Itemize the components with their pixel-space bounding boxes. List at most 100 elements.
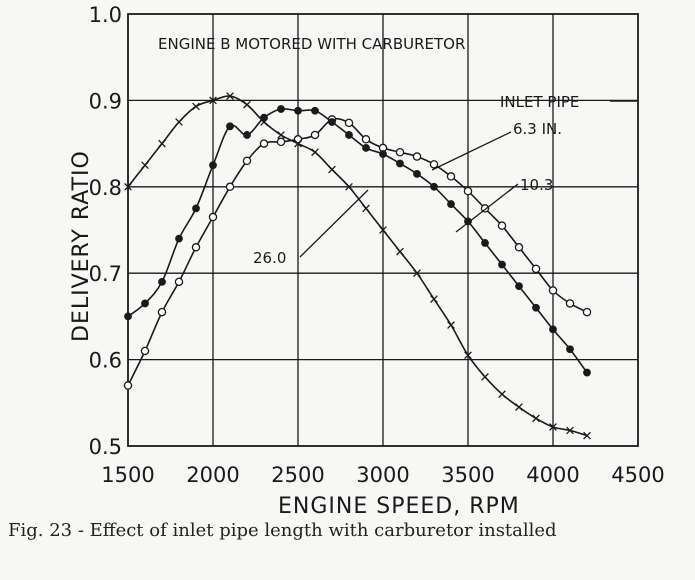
data-point — [532, 414, 540, 423]
data-point — [124, 312, 132, 321]
series-line — [127, 107, 588, 374]
y-tick-label: 0.6 — [89, 349, 122, 373]
data-point — [549, 325, 557, 334]
data-point — [379, 226, 387, 234]
x-tick-label: 2500 — [271, 463, 324, 487]
data-point — [328, 165, 336, 174]
series-26-0 — [124, 92, 591, 440]
data-point — [361, 135, 371, 144]
data-point — [566, 345, 574, 354]
data-point — [531, 264, 541, 274]
data-point — [463, 186, 473, 196]
series-label-10-3: 10.3 — [520, 176, 553, 194]
axes: 1500 2000 2500 3000 3500 4000 4500 0.5 0.6 0.7 0.8… — [89, 3, 665, 487]
delivery-ratio-chart: 1500 2000 2500 3000 3500 4000 4500 0.5 0.6 0.7 0.8… — [69, 3, 665, 519]
data-point — [430, 182, 438, 191]
grid — [128, 14, 638, 446]
y-tick-label: 0.9 — [89, 89, 122, 113]
plot-frame — [127, 13, 639, 447]
data-point — [124, 182, 132, 191]
data-point — [123, 381, 133, 390]
data-point — [481, 373, 489, 381]
data-point — [242, 156, 252, 166]
data-point — [583, 431, 591, 440]
data-point — [379, 150, 387, 158]
data-point — [514, 243, 524, 252]
legend-title: INLET PIPE — [500, 93, 579, 111]
y-tick-label: 1.0 — [89, 3, 122, 27]
data-point — [141, 299, 149, 308]
data-point — [243, 131, 251, 139]
data-point — [464, 217, 472, 226]
data-point — [413, 169, 421, 178]
data-point — [430, 295, 438, 303]
data-point — [311, 106, 319, 115]
data-point — [226, 92, 234, 100]
data-point — [429, 160, 439, 169]
data-point — [412, 152, 422, 161]
series-10-3 — [124, 105, 591, 377]
data-point — [294, 139, 302, 148]
x-tick-label: 1500 — [101, 463, 154, 487]
y-tick-label: 0.5 — [89, 435, 122, 459]
data-point — [311, 148, 319, 157]
data-point — [225, 182, 235, 192]
data-point — [259, 139, 269, 148]
y-tick-label: 0.8 — [89, 176, 122, 200]
series-6-3-IN — [123, 115, 592, 390]
y-tick-label: 0.7 — [89, 262, 122, 286]
data-point — [345, 182, 353, 191]
data-point — [549, 423, 557, 431]
data-point — [565, 299, 575, 308]
series-layer — [123, 92, 592, 440]
data-point — [548, 286, 558, 295]
data-point — [447, 200, 455, 208]
chart-title: ENGINE B MOTORED WITH CARBURETOR — [158, 35, 465, 53]
data-point — [158, 277, 166, 286]
series-line — [127, 117, 588, 386]
x-tick-label: 3500 — [441, 463, 494, 487]
data-point — [243, 100, 251, 109]
data-point — [260, 118, 268, 126]
data-point — [583, 368, 591, 377]
data-point — [446, 172, 456, 181]
data-point — [209, 96, 217, 105]
data-point — [175, 118, 183, 126]
x-tick-label: 3000 — [356, 463, 409, 487]
data-point — [209, 161, 217, 170]
data-point — [174, 277, 184, 287]
x-tick-label: 2000 — [186, 463, 239, 487]
data-point — [328, 118, 336, 126]
data-point — [141, 161, 149, 170]
data-point — [158, 139, 166, 148]
y-axis-title: DELIVERY RATIO — [69, 150, 94, 342]
data-point — [277, 105, 285, 113]
data-point — [396, 247, 404, 256]
data-point — [498, 260, 506, 269]
data-point — [294, 106, 302, 115]
data-point — [192, 102, 200, 111]
data-point — [413, 269, 421, 278]
data-point — [497, 221, 507, 230]
data-point — [277, 131, 285, 139]
data-point — [310, 130, 320, 140]
data-point — [396, 159, 404, 168]
data-point — [566, 426, 574, 435]
data-point — [191, 243, 201, 252]
data-point — [362, 204, 370, 213]
data-point — [192, 204, 200, 213]
series-leader-6-3 — [431, 131, 512, 171]
figure-caption: Fig. 23 - Effect of inlet pipe length wi… — [8, 520, 557, 541]
series-label-26-0: 26.0 — [253, 249, 286, 267]
data-point — [276, 137, 286, 147]
data-point — [515, 403, 523, 411]
x-tick-label: 4000 — [526, 463, 579, 487]
data-point — [464, 351, 472, 360]
x-tick-label: 4500 — [611, 463, 664, 487]
data-point — [344, 118, 354, 128]
series-line — [127, 95, 588, 437]
data-point — [157, 307, 167, 317]
data-point — [447, 321, 455, 329]
data-point — [582, 307, 592, 317]
